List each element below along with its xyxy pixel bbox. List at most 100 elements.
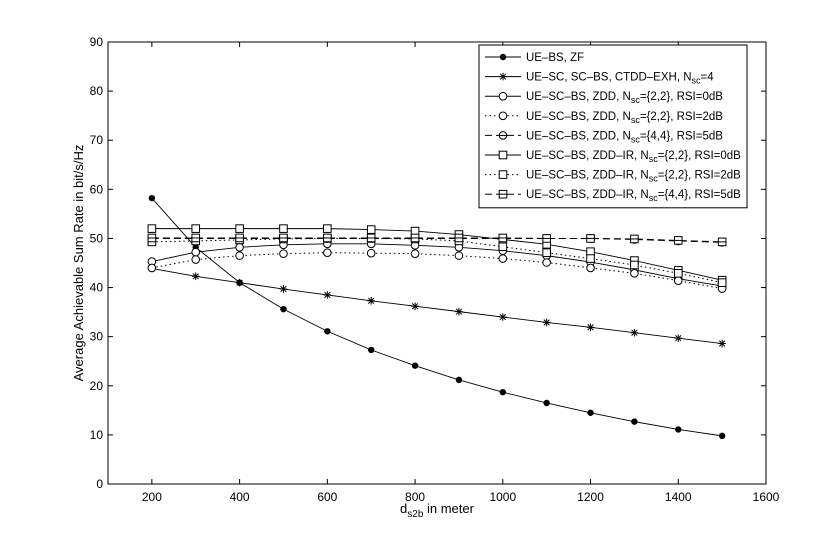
marker-star [455,307,463,316]
marker-square [542,248,551,257]
marker-circle [498,111,508,121]
marker-star [630,328,639,337]
marker-circle [323,248,332,257]
marker-circle [673,276,683,285]
series-group [147,194,727,440]
x-tick-label: 1200 [577,490,604,504]
marker-star-stroke [587,324,594,331]
marker-circle [191,255,201,264]
marker-square [498,150,508,160]
series-8 [147,233,727,247]
marker-star-stroke [543,319,550,326]
marker-circle [454,251,464,260]
marker-star-stroke [631,329,638,336]
marker-circle [410,249,420,258]
marker-star [191,272,200,281]
legend-entry-7: UE–SC–BS, ZDD–IR, Nsc={2,2}, RSI=2dB [485,170,741,184]
series-line [151,267,723,344]
marker-star-stroke [718,340,726,347]
x-tick-label: 1000 [489,490,516,504]
y-tick-label: 80 [90,84,104,98]
marker-star [586,323,595,332]
x-tick-label: 400 [230,490,250,504]
legend-entry-6: UE–SC–BS, ZDD–IR, Nsc={2,2}, RSI=0dB [485,150,741,164]
series-line [151,197,723,437]
legend: UE–BS, ZF UE–SC, SC–BS, CTDD–EXH, Nsc=4 UE… [478,44,748,209]
legend-entry-4: UE–SC–BS, ZDD, Nsc={2,2}, RSI=2dB [485,111,723,125]
legend-entry-2: UE–SC, SC–BS, CTDD–EXH, Nsc=4 [485,72,714,86]
marker-square [191,224,201,233]
marker-square [147,224,157,233]
marker-square [498,242,508,252]
marker-star [411,302,419,311]
tick-labels: 200 400 600 800 1000 1200 1400 1600 0 10 20 30 40 50 6… [90,35,780,504]
marker-circle [147,263,157,273]
series-3 [147,239,727,291]
legend-label: UE–SC–BS, ZDD, Nsc={2,2}, RSI=0dB [526,91,723,105]
legend-label: UE–SC–BS, ZDD–IR, Nsc={4,4}, RSI=5dB [526,189,741,203]
marker-dot [148,194,156,202]
marker-star-stroke [236,279,243,286]
marker-dot [499,388,506,396]
marker-star [718,339,726,348]
marker-circle [498,91,508,101]
y-tick-label: 10 [90,428,104,442]
y-tick-label: 60 [90,182,104,196]
marker-square [279,224,288,233]
marker-dot [675,426,682,433]
series-1 [148,194,726,440]
marker-star-stroke [499,313,506,321]
series-6 [147,224,727,285]
y-tick-label: 70 [90,133,104,147]
marker-star [499,313,507,321]
x-tick-label: 600 [317,490,337,504]
marker-star [323,291,332,299]
marker-square [586,254,595,263]
series-line [151,228,723,281]
marker-star [279,285,288,293]
marker-square [717,278,727,287]
marker-circle [498,254,508,263]
y-tick-label: 20 [90,379,104,393]
y-tick-label: 40 [90,281,104,295]
marker-dot [543,399,550,407]
series-2 [148,264,726,348]
marker-dot [499,53,507,61]
x-tick-label: 800 [405,490,425,504]
marker-square [323,224,332,233]
series-line [151,237,723,284]
marker-circle [366,248,376,258]
marker-star-stroke [324,291,331,299]
marker-square [630,260,639,270]
marker-circle [235,242,244,252]
series-5 [147,234,727,247]
legend-entry-3: UE–SC–BS, ZDD, Nsc={2,2}, RSI=0dB [485,91,723,105]
legend-entry-8: UE–SC–BS, ZDD–IR, Nsc={4,4}, RSI=5dB [485,189,741,203]
y-tick-label: 90 [90,35,104,49]
x-tick-label: 1600 [753,490,780,504]
x-axis-label: ds2b in meter [400,501,475,520]
marker-dot [280,305,287,313]
marker-circle [542,258,551,267]
marker-star-stroke [280,285,287,293]
x-tick-label: 1400 [665,490,692,504]
marker-star-stroke [499,73,507,80]
legend-label: UE–SC–BS, ZDD, Nsc={2,2}, RSI=2dB [526,111,723,125]
marker-dot [411,362,419,369]
marker-square [235,224,244,233]
y-tick-label: 0 [96,477,103,491]
marker-circle [279,249,288,258]
y-axis-label: Average Achievable Sum Rate in bit/s/Hz [71,145,86,382]
marker-star-stroke [192,273,199,280]
marker-star [367,297,375,305]
legend-box [478,44,748,209]
plot-frame [107,41,767,485]
marker-circle [235,251,244,260]
marker-dot [587,409,594,416]
legend-label: UE–SC–BS, ZDD–IR, Nsc={2,2}, RSI=2dB [526,170,741,184]
marker-star-stroke [411,303,419,310]
marker-circle [586,263,595,273]
series-line [151,243,723,287]
